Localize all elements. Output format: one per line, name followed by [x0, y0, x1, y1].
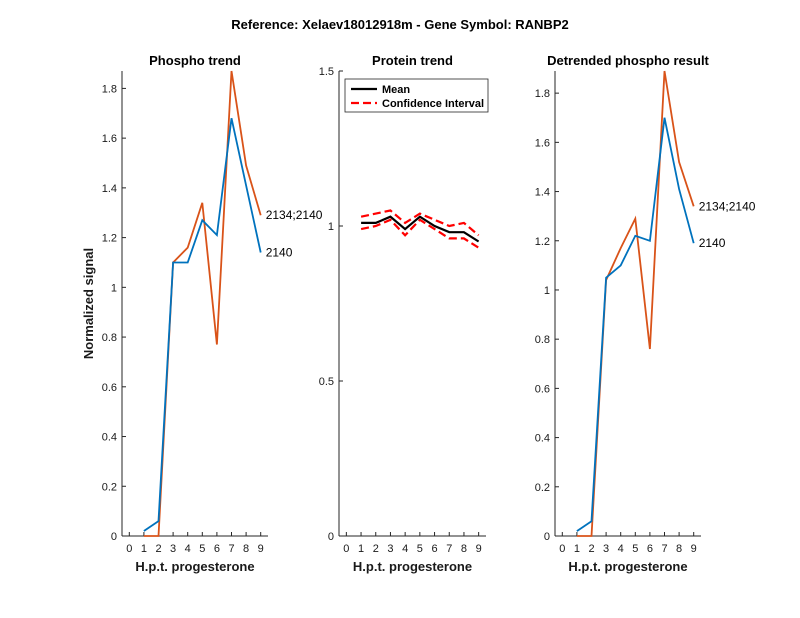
x-tick-label: 7 [228, 543, 234, 555]
series-end-label: 2134;2140 [699, 199, 756, 213]
series-line-2 [576, 117, 695, 532]
y-tick-label: 1.2 [535, 236, 550, 248]
y-tick-label: 0.6 [535, 383, 550, 395]
subplot-title: Phospho trend [149, 53, 241, 68]
legend-box [344, 78, 489, 113]
figure-title: Reference: Xelaev18012918m - Gene Symbol… [231, 17, 568, 32]
y-tick-label: 1 [544, 285, 550, 297]
y-tick-label: 0.5 [319, 376, 334, 388]
x-axis-label: H.p.t. progesterone [353, 559, 472, 574]
x-tick-label: 0 [343, 543, 349, 555]
subplots: 0 1 2 3 4 5 6 7 8 900.20.40.60.811.21.41.61.8Phos… [81, 53, 756, 574]
x-tick-label: 9 [476, 543, 482, 555]
x-tick-label: 1 [574, 543, 580, 555]
x-tick-label: 0 [126, 543, 132, 555]
x-tick-label: 2 [373, 543, 379, 555]
x-tick-label: 6 [214, 543, 220, 555]
x-tick-label: 0 [559, 543, 565, 555]
x-axis-label: H.p.t. progesterone [568, 559, 687, 574]
x-tick-label: 6 [647, 543, 653, 555]
y-tick-label: 0.8 [102, 332, 117, 344]
x-tick-label: 4 [618, 543, 624, 555]
y-tick-label: 0 [328, 531, 334, 543]
x-tick-label: 9 [258, 543, 264, 555]
y-tick-label: 1.8 [102, 83, 117, 95]
x-tick-label: 1 [141, 543, 147, 555]
x-tick-label: 8 [243, 543, 249, 555]
legend-entry: Confidence Interval [382, 98, 484, 110]
x-tick-label: 4 [185, 543, 191, 555]
series-end-label: 2140 [266, 246, 293, 260]
legend-entry: Mean [382, 84, 410, 96]
x-tick-label: 3 [170, 543, 176, 555]
x-tick-label: 2 [155, 543, 161, 555]
series-end-label: 2134;2140 [266, 208, 323, 222]
subplot-title: Protein trend [372, 53, 453, 68]
subplot-1: 0 1 2 3 4 5 6 7 8 900.20.40.60.811.21.41.61.8Phos… [81, 53, 323, 574]
y-tick-label: 0.4 [102, 432, 117, 444]
legend: Mean Confidence Interval [344, 78, 489, 113]
x-tick-label: 8 [676, 543, 682, 555]
x-tick-label: 3 [387, 543, 393, 555]
y-tick-label: 0.6 [102, 382, 117, 394]
x-tick-label: 5 [199, 543, 205, 555]
x-tick-label: 1 [358, 543, 364, 555]
series-end-label: 2140 [699, 236, 726, 250]
subplot-title: Detrended phospho result [547, 53, 709, 68]
x-axis-label: H.p.t. progesterone [135, 559, 254, 574]
x-tick-label: 9 [691, 543, 697, 555]
y-tick-label: 1.5 [319, 66, 334, 78]
x-tick-label: 4 [402, 543, 408, 555]
x-tick-label: 5 [632, 543, 638, 555]
x-tick-label: 6 [431, 543, 437, 555]
y-axis-label: Normalized signal [81, 248, 96, 359]
x-tick-label: 8 [461, 543, 467, 555]
x-tick-label: 5 [417, 543, 423, 555]
y-tick-label: 1 [328, 221, 334, 233]
subplot-3: 0 1 2 3 4 5 6 7 8 900.20.40.60.811.21.41.61.8Detr… [535, 53, 756, 574]
x-tick-label: 2 [588, 543, 594, 555]
y-tick-label: 0.2 [102, 481, 117, 493]
y-tick-label: 1.4 [102, 183, 117, 195]
x-tick-label: 7 [661, 543, 667, 555]
y-tick-label: 1 [111, 282, 117, 294]
y-tick-label: 1.6 [535, 137, 550, 149]
series-line-1 [361, 215, 480, 243]
y-tick-label: 0.8 [535, 334, 550, 346]
y-tick-label: 1.4 [535, 187, 550, 199]
y-tick-label: 0.4 [535, 433, 550, 445]
x-tick-label: 7 [446, 543, 452, 555]
series-line-2 [143, 118, 262, 532]
series-line-2 [360, 209, 480, 237]
x-tick-label: 3 [603, 543, 609, 555]
y-tick-label: 0.2 [535, 482, 550, 494]
series-line-3 [360, 218, 480, 249]
y-tick-label: 1.2 [102, 233, 117, 245]
y-tick-label: 0 [544, 531, 550, 543]
y-tick-label: 0 [111, 531, 117, 543]
y-tick-label: 1.8 [535, 88, 550, 100]
y-tick-label: 1.6 [102, 133, 117, 145]
